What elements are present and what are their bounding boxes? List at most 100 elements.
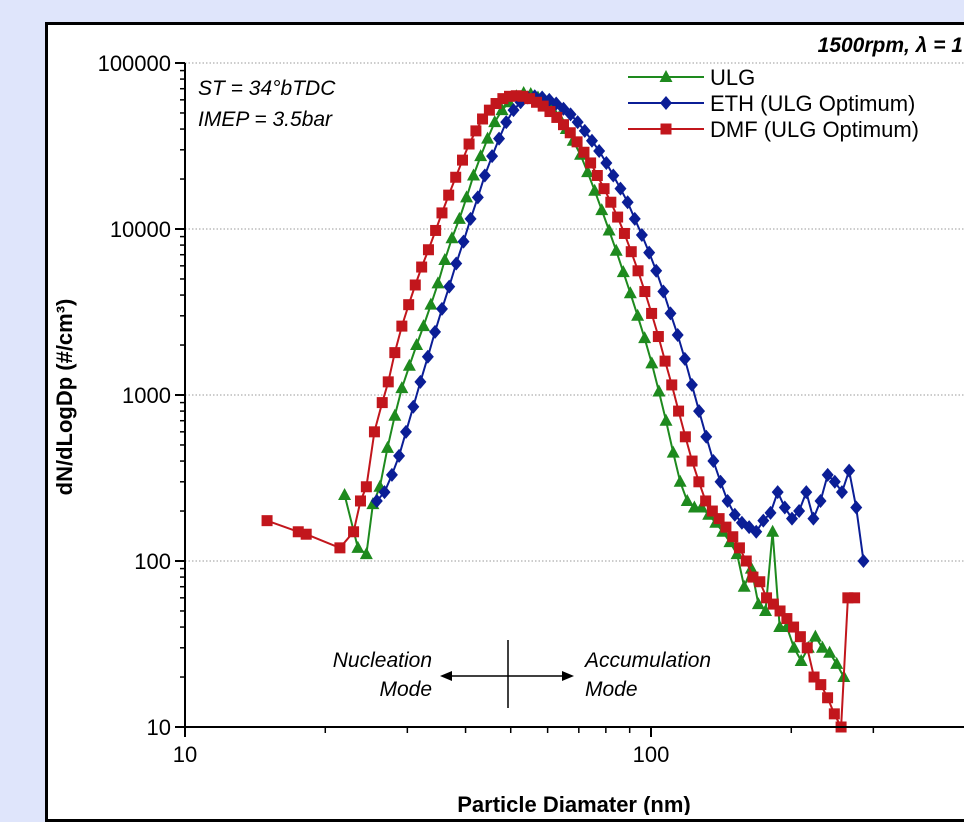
- data-point: [673, 474, 687, 487]
- data-point: [764, 505, 777, 520]
- data-point: [457, 154, 469, 166]
- accumulation-label: Accumulation: [583, 649, 711, 672]
- y-tick-label: 100000: [98, 51, 171, 76]
- data-point: [652, 331, 664, 343]
- data-point: [693, 476, 705, 488]
- legend-item: ETH (ULG Optimum): [628, 91, 915, 116]
- data-point: [424, 297, 438, 310]
- data-point: [747, 571, 759, 583]
- series-line: [376, 95, 865, 562]
- data-point: [510, 90, 522, 102]
- data-point: [643, 245, 656, 260]
- data-point: [585, 133, 598, 148]
- data-point: [607, 168, 620, 183]
- data-point: [517, 90, 529, 102]
- data-point: [463, 138, 475, 150]
- data-point: [500, 115, 513, 130]
- data-point: [609, 243, 623, 256]
- data-point: [524, 93, 536, 105]
- data-point: [422, 244, 434, 256]
- data-point: [774, 605, 786, 617]
- data-point: [507, 103, 520, 118]
- data-point: [430, 224, 442, 236]
- axis-ticks: 10 100 1000 10000 100000 10 100: [98, 51, 875, 767]
- data-point: [470, 125, 482, 137]
- data-point: [807, 511, 820, 526]
- data-point: [531, 96, 543, 108]
- data-point: [378, 485, 391, 500]
- data-point: [759, 603, 773, 616]
- data-point: [714, 474, 727, 489]
- data-point: [664, 306, 677, 321]
- data-point: [578, 146, 590, 158]
- data-point: [720, 521, 732, 533]
- data-point: [808, 671, 820, 683]
- mode-annotation: Nucleation Mode Accumulation Mode: [333, 640, 711, 708]
- data-point: [621, 195, 634, 210]
- data-point: [815, 679, 827, 691]
- data-point: [750, 524, 763, 539]
- y-tick-label: 100: [134, 549, 171, 574]
- data-point: [788, 621, 800, 633]
- data-point: [794, 653, 808, 666]
- data-point: [585, 157, 597, 169]
- data-point: [766, 524, 780, 537]
- data-point: [744, 561, 758, 574]
- x-tick-label: 100: [633, 742, 670, 767]
- data-point: [368, 426, 380, 438]
- series-eth-ulg-optimum: [370, 89, 870, 568]
- data-point: [700, 429, 713, 444]
- data-point: [348, 526, 360, 538]
- data-point: [733, 542, 745, 554]
- data-point: [638, 331, 652, 344]
- data-point: [488, 115, 502, 128]
- data-point: [403, 299, 415, 311]
- data-point: [678, 351, 691, 366]
- data-point: [598, 183, 610, 195]
- data-point: [402, 358, 416, 371]
- data-point: [685, 377, 698, 392]
- data-point: [737, 579, 751, 592]
- data-point: [605, 196, 617, 208]
- data-point: [794, 631, 806, 643]
- data-point: [495, 103, 509, 116]
- data-point: [544, 106, 556, 118]
- gridlines: [185, 62, 964, 562]
- data-point: [351, 540, 365, 553]
- data-point: [686, 455, 698, 467]
- data-point: [679, 431, 691, 443]
- data-point: [450, 256, 463, 271]
- data-point: [659, 413, 673, 426]
- data-point: [600, 155, 613, 170]
- data-point: [370, 493, 383, 508]
- data-point: [581, 165, 595, 178]
- legend-label: ETH (ULG Optimum): [710, 91, 915, 116]
- nucleation-mode-label: Mode: [379, 678, 432, 701]
- data-point: [445, 231, 459, 244]
- y-tick-label: 10000: [110, 217, 171, 242]
- data-point: [618, 227, 630, 239]
- data-point: [564, 127, 576, 139]
- data-point: [436, 207, 448, 219]
- x-tick-label: 10: [173, 742, 197, 767]
- data-point: [652, 384, 666, 397]
- data-point: [625, 246, 637, 258]
- data-point: [767, 598, 779, 610]
- data-point: [612, 211, 624, 223]
- data-point: [721, 493, 734, 508]
- data-point: [631, 308, 645, 321]
- data-point: [474, 149, 488, 162]
- data-point: [843, 463, 856, 478]
- y-tick-label: 1000: [122, 383, 171, 408]
- data-point: [727, 531, 739, 543]
- chart-frame: [45, 22, 964, 822]
- series-dmf-ulg-optimum: [261, 90, 861, 733]
- data-point: [793, 504, 806, 519]
- data-point: [478, 168, 491, 183]
- data-point: [578, 123, 591, 138]
- x-axis-title: Particle Diamater (nm): [457, 792, 691, 815]
- data-point: [416, 261, 428, 273]
- data-point: [396, 320, 408, 332]
- data-point: [471, 190, 484, 205]
